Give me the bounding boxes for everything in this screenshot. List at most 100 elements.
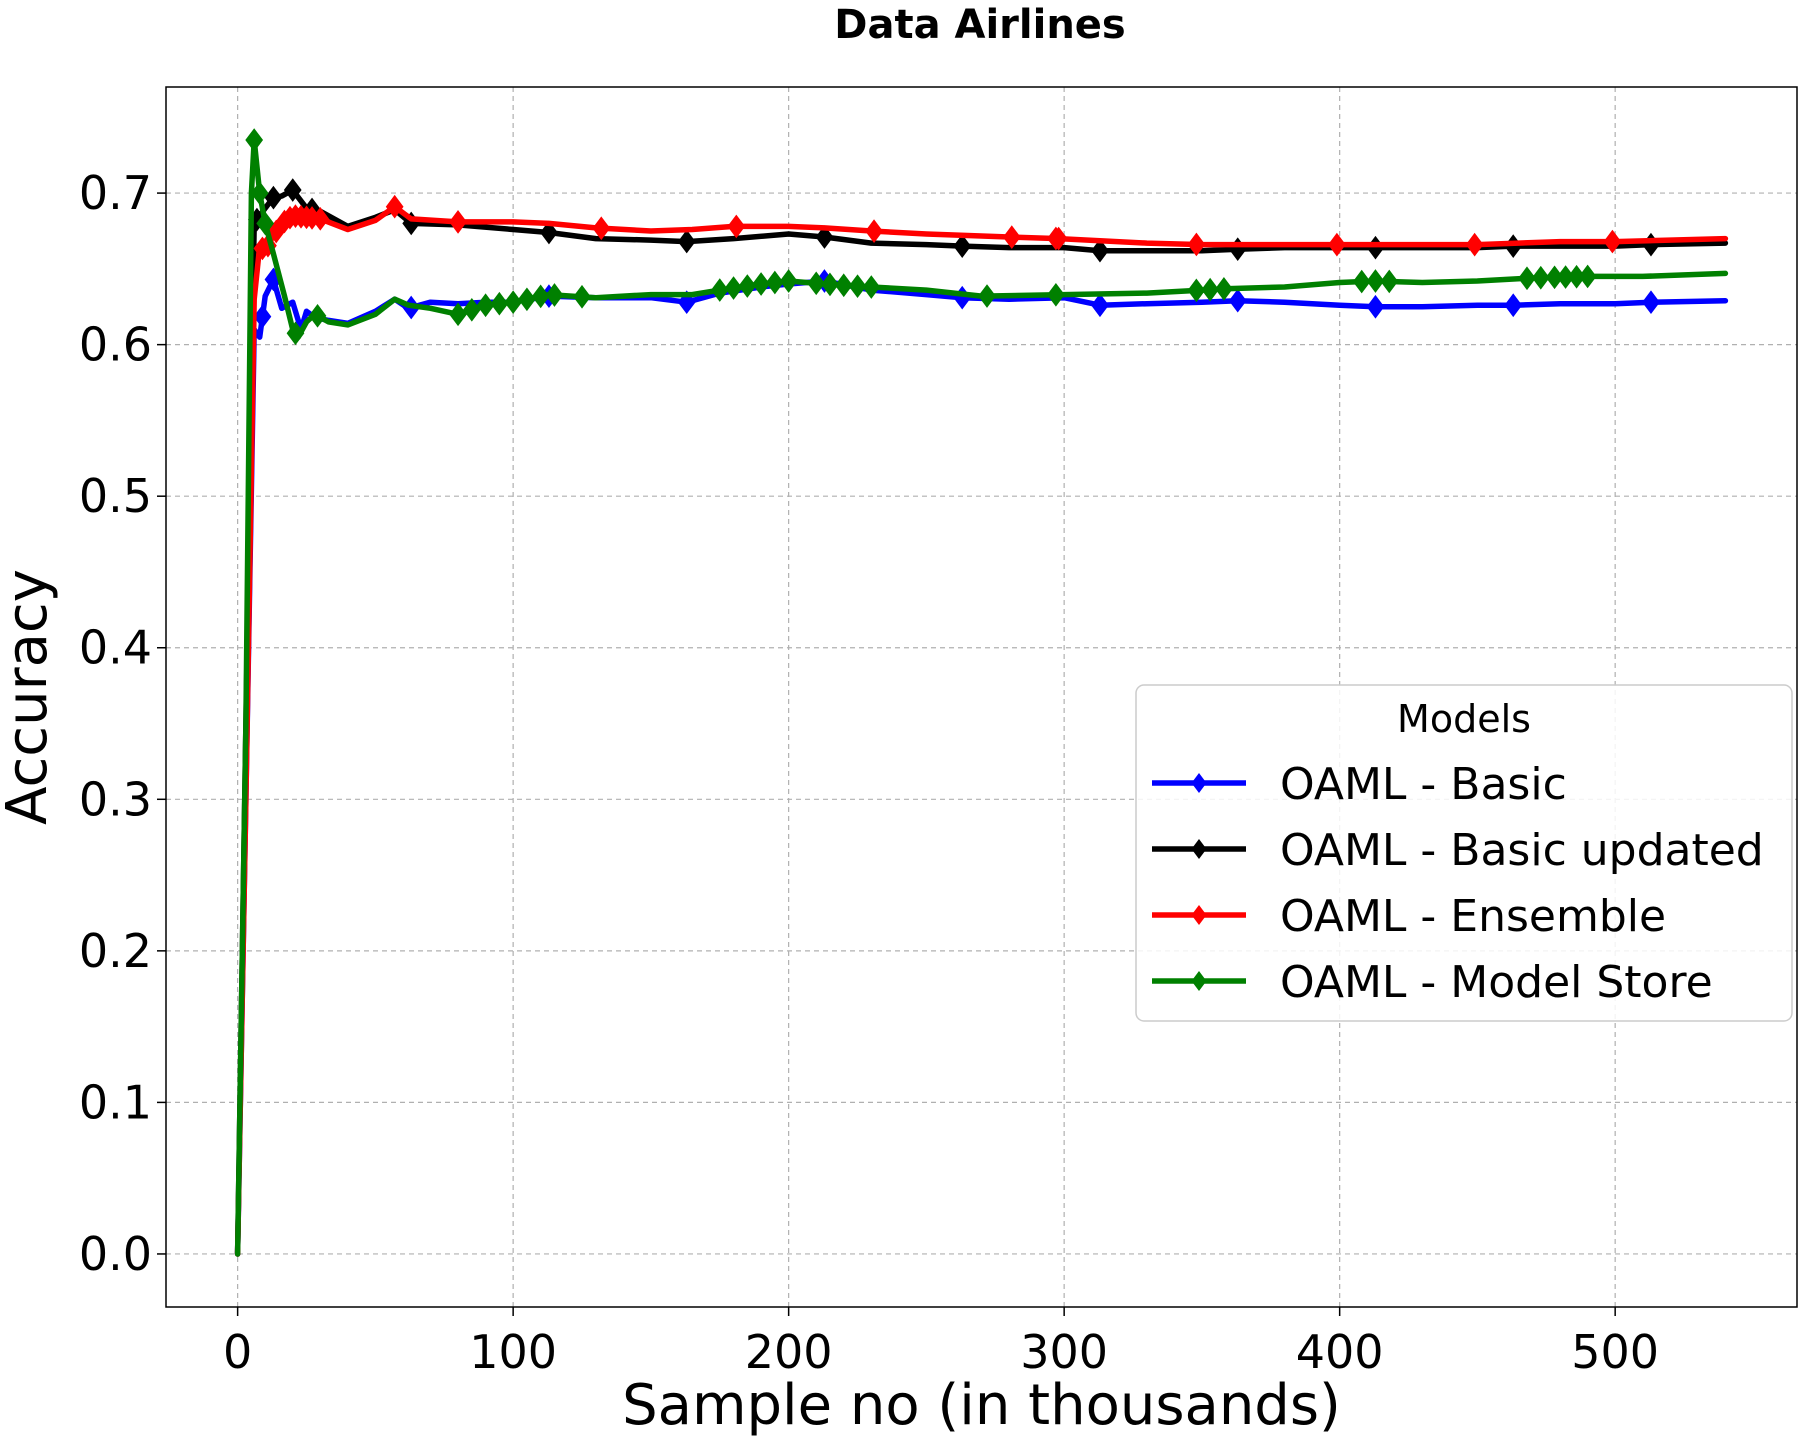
series-marker bbox=[1531, 265, 1550, 290]
series-marker bbox=[1366, 269, 1385, 293]
series-marker bbox=[449, 210, 467, 234]
series-marker bbox=[1603, 229, 1622, 254]
series-marker bbox=[978, 284, 996, 308]
series-marker bbox=[1002, 225, 1021, 249]
y-tick-label: 0.6 bbox=[79, 318, 152, 372]
x-tick-label: 100 bbox=[469, 1325, 557, 1379]
y-tick-label: 0.0 bbox=[79, 1227, 152, 1281]
series-marker bbox=[592, 216, 611, 241]
series-marker bbox=[490, 291, 509, 316]
series-marker bbox=[1380, 269, 1399, 294]
legend-marker bbox=[1191, 971, 1207, 991]
series-marker bbox=[1091, 293, 1109, 318]
series-marker bbox=[1187, 278, 1206, 303]
x-tick-label: 300 bbox=[1020, 1325, 1108, 1379]
series-marker bbox=[1228, 288, 1247, 313]
series-marker bbox=[1578, 264, 1597, 289]
series-marker bbox=[1215, 277, 1233, 301]
series-marker bbox=[1366, 294, 1385, 319]
series-marker bbox=[848, 274, 867, 298]
legend-label: OAML - Model Store bbox=[1280, 957, 1713, 1008]
legend-marker bbox=[1191, 773, 1207, 793]
series-marker bbox=[518, 287, 536, 312]
series-marker bbox=[573, 284, 591, 309]
series-layer bbox=[234, 128, 1729, 1257]
series-marker bbox=[1504, 293, 1523, 318]
plot-area-frame bbox=[165, 86, 1798, 1308]
legend-title: Models bbox=[1397, 697, 1531, 741]
series-marker bbox=[1091, 238, 1109, 263]
series-marker bbox=[264, 185, 283, 210]
series-marker bbox=[531, 284, 550, 309]
legend-item: OAML - Basic updated bbox=[1152, 825, 1764, 876]
series-marker bbox=[815, 225, 834, 249]
y-axis-label: Accuracy bbox=[0, 569, 60, 825]
y-tick-label: 0.3 bbox=[79, 772, 152, 826]
series-marker bbox=[865, 219, 883, 243]
series-marker bbox=[765, 270, 784, 295]
y-tick-label: 0.2 bbox=[79, 924, 152, 978]
series-marker bbox=[862, 275, 881, 299]
series-marker bbox=[449, 302, 467, 327]
x-tick-label: 400 bbox=[1296, 1325, 1384, 1379]
chart-title: Data Airlines bbox=[834, 2, 1125, 48]
series-marker bbox=[1328, 232, 1346, 257]
x-tick-label: 0 bbox=[223, 1325, 252, 1379]
series-marker bbox=[724, 276, 743, 300]
series-marker bbox=[738, 274, 757, 298]
series-marker bbox=[308, 304, 327, 328]
series-marker bbox=[821, 272, 839, 297]
series-marker bbox=[1366, 235, 1385, 260]
series-marker bbox=[953, 234, 972, 258]
y-tick-label: 0.7 bbox=[79, 166, 152, 220]
series-marker bbox=[807, 271, 826, 296]
series-marker bbox=[1518, 266, 1536, 291]
series-marker bbox=[476, 293, 495, 318]
y-tick-label: 0.1 bbox=[79, 1075, 152, 1129]
series-marker bbox=[385, 194, 404, 219]
series-marker bbox=[1201, 277, 1220, 302]
legend-box bbox=[1135, 684, 1793, 1022]
series-marker bbox=[253, 304, 272, 329]
legend-item: OAML - Basic bbox=[1152, 759, 1567, 810]
series-marker bbox=[311, 207, 330, 231]
series-marker bbox=[256, 211, 275, 236]
series-marker bbox=[504, 290, 523, 315]
series-4 bbox=[234, 128, 1729, 1257]
series-marker bbox=[245, 128, 264, 152]
series-marker bbox=[462, 297, 481, 322]
x-tick-label: 200 bbox=[745, 1325, 833, 1379]
series-marker bbox=[779, 269, 798, 293]
x-axis-label: Sample no (in thousands) bbox=[622, 1373, 1341, 1438]
y-tick-label: 0.5 bbox=[79, 469, 152, 523]
series-marker bbox=[250, 181, 269, 205]
series-marker bbox=[1642, 232, 1660, 257]
series-marker bbox=[710, 278, 729, 302]
series-marker bbox=[1187, 232, 1206, 257]
series-marker bbox=[677, 229, 696, 254]
legend-marker bbox=[1191, 839, 1207, 859]
series-marker bbox=[1228, 237, 1247, 261]
legend-label: OAML - Ensemble bbox=[1280, 891, 1666, 942]
series-marker bbox=[1465, 232, 1484, 257]
series-marker bbox=[283, 178, 302, 202]
legend-marker bbox=[1191, 905, 1207, 925]
series-marker bbox=[1049, 226, 1068, 251]
series-marker bbox=[286, 321, 305, 346]
legend-item: OAML - Ensemble bbox=[1152, 891, 1666, 942]
legend-label: OAML - Basic bbox=[1280, 759, 1567, 810]
series-marker bbox=[1642, 290, 1660, 315]
series-marker bbox=[1352, 269, 1371, 294]
y-tick-label: 0.4 bbox=[79, 621, 152, 675]
series-marker bbox=[727, 214, 746, 239]
series-marker bbox=[545, 283, 564, 307]
legend: Models OAML - Basic OAML - Basic updated OA… bbox=[1135, 684, 1793, 1022]
series-marker bbox=[1047, 282, 1065, 307]
series-marker bbox=[752, 272, 770, 296]
series-marker bbox=[540, 220, 558, 245]
legend-label: OAML - Basic updated bbox=[1280, 825, 1764, 876]
series-line bbox=[234, 137, 1729, 1257]
x-axis: 0 100 200 300 400 500 bbox=[223, 1307, 1659, 1379]
series-marker bbox=[834, 273, 853, 298]
